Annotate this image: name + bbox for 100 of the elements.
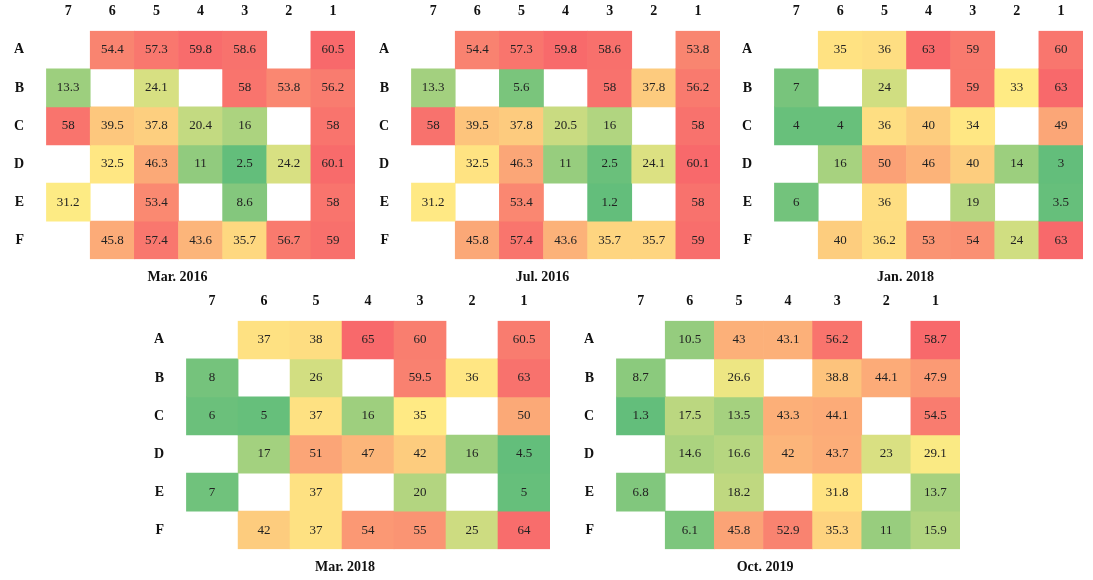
data-label: 60.5	[512, 331, 536, 347]
data-label: 7	[792, 79, 800, 95]
x-tick-label: 3	[969, 3, 977, 19]
data-label: 13.3	[421, 79, 445, 95]
data-label: 5.6	[513, 79, 531, 95]
data-label: 59	[326, 231, 340, 247]
x-tick-label: 6	[836, 3, 844, 19]
data-label: 46.3	[510, 155, 533, 171]
data-label: 26	[309, 369, 324, 385]
x-tick-label: 4	[784, 293, 792, 309]
data-label: 11	[194, 155, 207, 171]
data-label: 23	[879, 445, 893, 461]
data-label: 35.7	[233, 231, 257, 247]
y-tick-label: E	[154, 483, 165, 499]
x-tick-label: 1	[694, 3, 702, 19]
data-label: 13.3	[56, 79, 80, 95]
x-tick-label: 1	[329, 3, 337, 19]
y-tick-label: D	[13, 155, 25, 171]
data-label: 38.8	[825, 369, 849, 385]
data-label: 4	[792, 117, 800, 133]
data-label: 42	[413, 445, 427, 461]
data-label: 45.8	[465, 231, 489, 247]
y-tick-label: C	[13, 117, 25, 133]
y-tick-label: E	[584, 483, 595, 499]
data-label: 13.5	[727, 407, 751, 423]
data-label: 6.1	[681, 521, 698, 537]
data-label: 24	[877, 79, 892, 95]
text: Jan. 2018	[877, 269, 934, 285]
data-label: 4	[837, 117, 845, 133]
data-label: 35.3	[825, 521, 849, 537]
x-tick-label: 2	[285, 3, 293, 19]
text: Mar. 2018	[314, 559, 376, 575]
data-label: 11	[559, 155, 572, 171]
data-label: 32.5	[100, 155, 124, 171]
data-label: 8	[208, 369, 216, 385]
data-label: 31.2	[421, 193, 445, 209]
data-label: 36	[465, 369, 480, 385]
data-label: 43.7	[825, 445, 850, 461]
y-tick-label: F	[380, 231, 390, 247]
data-label: 26.6	[727, 369, 751, 385]
y-tick-label: D	[153, 445, 165, 461]
data-label: 16	[465, 445, 480, 461]
data-label: 20.4	[189, 117, 213, 133]
data-label: 44.1	[825, 407, 849, 423]
x-tick-label: 5	[517, 3, 525, 19]
data-label: 16	[833, 155, 848, 171]
y-tick-label: A	[741, 41, 753, 57]
y-tick-label: A	[583, 331, 595, 347]
x-tick-label: 4	[197, 3, 205, 19]
data-label: 43.6	[554, 231, 578, 247]
x-tick-label: 6	[108, 3, 116, 19]
data-label: 16	[603, 117, 617, 133]
data-label: 49	[1054, 117, 1068, 133]
data-label: 2.5	[601, 155, 618, 171]
data-label: 60.5	[321, 41, 345, 57]
data-label: 19	[966, 193, 980, 209]
data-label: 29.1	[924, 445, 947, 461]
data-label: 57.4	[510, 231, 534, 247]
data-label: 58	[238, 79, 252, 95]
data-label: 43.6	[189, 231, 213, 247]
x-tick-label: 6	[686, 293, 694, 309]
data-label: 58	[426, 117, 440, 133]
data-label: 57.3	[510, 41, 533, 57]
data-label: 4.5	[515, 445, 533, 461]
data-label: 63	[1054, 231, 1068, 247]
data-label: 59	[966, 41, 980, 57]
data-label: 56.2	[321, 79, 345, 95]
y-tick-label: F	[585, 521, 595, 537]
y-tick-label: C	[741, 117, 753, 133]
data-label: 45.8	[727, 521, 751, 537]
y-tick-label: D	[741, 155, 753, 171]
x-tick-label: 7	[792, 3, 800, 19]
data-label: 17.5	[678, 407, 702, 423]
data-label: 18.2	[727, 483, 751, 499]
data-label: 46	[922, 155, 936, 171]
data-label: 39.5	[100, 117, 124, 133]
data-label: 24.1	[642, 155, 666, 171]
x-tick-label: 5	[880, 3, 888, 19]
data-label: 43.3	[776, 407, 800, 423]
data-label: 60	[1054, 41, 1068, 57]
data-label: 56.7	[277, 231, 301, 247]
data-label: 63	[922, 41, 936, 57]
data-label: 50	[517, 407, 531, 423]
data-label: 43.1	[776, 331, 800, 347]
data-label: 63	[1054, 79, 1068, 95]
data-label: 37.8	[642, 79, 666, 95]
data-label: 10.5	[678, 331, 702, 347]
x-tick-label: 5	[152, 3, 160, 19]
data-label: 37	[309, 483, 324, 499]
data-label: 54	[361, 521, 376, 537]
text: Oct. 2019	[736, 559, 794, 575]
data-label: 3	[1057, 155, 1065, 171]
x-tick-label: 2	[468, 293, 476, 309]
data-label: 58	[326, 117, 340, 133]
data-label: 53.4	[510, 193, 534, 209]
data-label: 63	[517, 369, 531, 385]
data-label: 58.7	[924, 331, 948, 347]
y-tick-label: E	[14, 193, 25, 209]
data-label: 54	[966, 231, 980, 247]
y-tick-label: F	[743, 231, 753, 247]
